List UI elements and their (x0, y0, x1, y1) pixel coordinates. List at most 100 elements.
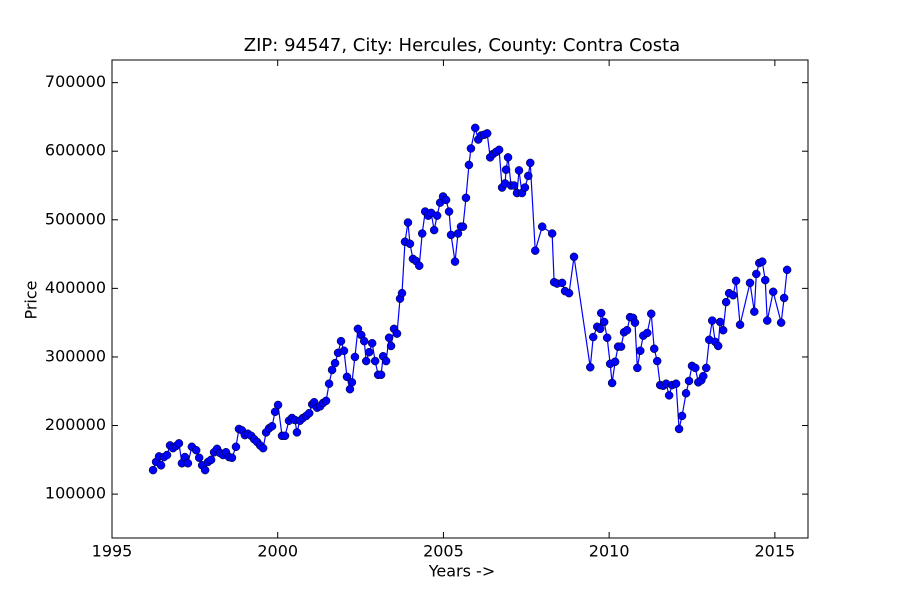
data-point (735, 320, 745, 329)
data-point (470, 123, 480, 133)
data-point (361, 356, 371, 366)
data-point (174, 439, 184, 448)
data-point (586, 362, 595, 372)
data-point (713, 341, 723, 351)
data-point (350, 352, 360, 362)
y-axis-label: Price (22, 280, 41, 319)
data-point (386, 341, 396, 351)
y-tick-label: 200000 (45, 415, 106, 434)
data-point (381, 356, 391, 366)
y-tick-label: 400000 (45, 278, 106, 297)
data-point (162, 450, 172, 460)
y-tick-label: 700000 (45, 72, 106, 91)
data-point (760, 275, 770, 285)
data-point (342, 372, 352, 382)
data-point (664, 391, 674, 400)
data-point (384, 333, 394, 342)
axes-frame (111, 59, 809, 539)
data-point (674, 424, 684, 434)
x-tick-label: 1995 (92, 542, 133, 561)
y-tick-label: 600000 (45, 141, 106, 160)
data-point (677, 411, 687, 421)
data-point (273, 400, 283, 410)
x-tick-label: 2015 (754, 542, 795, 561)
data-point (520, 183, 530, 192)
data-point (429, 225, 439, 235)
data-point (370, 356, 380, 366)
y-tick-label: 300000 (45, 346, 106, 365)
data-point (715, 317, 725, 327)
data-point (728, 290, 738, 300)
data-point (649, 344, 659, 353)
data-point (530, 246, 540, 255)
data-point (464, 160, 474, 170)
data-point (595, 324, 605, 334)
data-point (267, 421, 277, 431)
data-point (731, 276, 741, 286)
data-point (494, 145, 504, 155)
data-point (602, 333, 612, 342)
data-point (405, 239, 415, 249)
data-point (776, 318, 786, 327)
x-tick-label: 2010 (589, 542, 630, 561)
data-point (643, 328, 652, 338)
data-point (482, 129, 492, 138)
x-tick-label: 2000 (257, 542, 298, 561)
data-point (564, 288, 574, 298)
data-point (526, 158, 535, 168)
data-point (596, 308, 606, 318)
data-point (417, 229, 427, 238)
data-point (432, 211, 442, 220)
data-point (227, 453, 237, 463)
data-point (758, 257, 767, 266)
data-point (330, 358, 340, 368)
data-point (304, 408, 314, 418)
data-point (347, 378, 357, 387)
data-point (414, 261, 424, 270)
data-point (752, 269, 761, 279)
chart-title: ZIP: 94547, City: Hercules, County: Cont… (244, 35, 680, 56)
data-point (183, 458, 193, 468)
data-point (148, 465, 158, 475)
data-point (339, 346, 349, 356)
data-point (652, 356, 662, 366)
data-point (588, 332, 598, 342)
data-point (691, 363, 700, 373)
data-point (397, 288, 407, 298)
data-point (200, 465, 210, 475)
data-point (762, 316, 772, 325)
data-point (557, 278, 567, 288)
y-tick-label: 500000 (45, 209, 106, 228)
data-point (376, 370, 386, 380)
data-point (292, 428, 302, 437)
data-point (630, 318, 640, 327)
data-point (450, 257, 460, 266)
data-point (718, 325, 728, 335)
data-point (194, 453, 204, 463)
data-point (403, 218, 413, 227)
data-point (547, 229, 557, 238)
data-point (501, 165, 511, 174)
data-point (258, 443, 268, 453)
data-point (206, 455, 216, 465)
x-tick-label: 2005 (423, 542, 464, 561)
data-point (444, 207, 454, 216)
data-point (191, 445, 201, 455)
data-point (509, 181, 519, 190)
data-point (461, 193, 471, 203)
data-point (537, 222, 547, 231)
data-point (324, 379, 334, 388)
data-point (367, 338, 377, 348)
data-point (721, 297, 731, 307)
data-point (646, 309, 656, 318)
x-axis-label: Years -> (428, 562, 495, 581)
data-point (466, 144, 476, 153)
y-tick-label: 100000 (45, 484, 106, 503)
data-point (231, 442, 241, 452)
data-point (610, 357, 620, 367)
data-point (364, 347, 374, 357)
data-point (441, 195, 451, 205)
